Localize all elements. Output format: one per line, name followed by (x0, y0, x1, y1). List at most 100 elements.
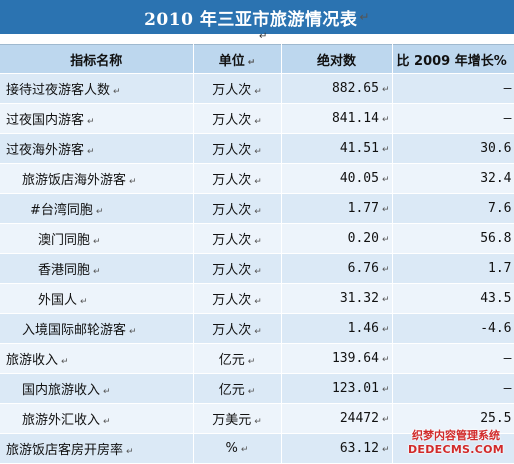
paragraph-mark-icon: ↵ (103, 387, 111, 397)
table-row: 旅游饭店海外游客 ↵ 万人次 ↵ 40.05 ↵ 32.4 (0, 163, 514, 194)
row-unit: 万人次 ↵ (193, 313, 282, 344)
row-indicator-name: 旅游饭店海外游客 ↵ (0, 163, 194, 194)
row-absolute-value: 0.20 ↵ (281, 223, 393, 254)
row-absolute-value: 63.12 ↵ (281, 433, 393, 464)
row-growth-value: — (392, 73, 514, 104)
paragraph-mark-icon: ↵ (254, 117, 262, 127)
header-indicator: 指标名称 (0, 44, 194, 74)
row-unit: 万人次 ↵ (193, 73, 282, 104)
paragraph-mark-icon: ↵ (259, 31, 268, 42)
row-indicator-name: 接待过夜游客人数 ↵ (0, 73, 194, 104)
paragraph-mark-icon: ↵ (126, 447, 134, 457)
row-unit: 万人次 ↵ (193, 283, 282, 314)
table-row: 接待过夜游客人数 ↵ 万人次 ↵ 882.65 ↵ — (0, 73, 514, 104)
paragraph-mark-icon: ↵ (129, 327, 137, 337)
row-unit: 万人次 ↵ (193, 133, 282, 164)
paragraph-mark-icon: ↵ (381, 85, 390, 95)
paragraph-mark-icon: ↵ (254, 297, 262, 307)
tourism-stats-table: 指标名称 单位 ↵ 绝对数 比 2009 年增长% 接待过夜游客人数 ↵ 万人次 ↵ 88… (0, 44, 514, 464)
row-indicator-name: 入境国际邮轮游客 ↵ (0, 313, 194, 344)
paragraph-mark-icon: ↵ (381, 415, 390, 425)
paragraph-mark-icon: ↵ (359, 10, 370, 24)
row-growth-value: 32.4 (392, 163, 514, 194)
row-growth-value: 7.6 (392, 193, 514, 224)
paragraph-mark-icon: ↵ (93, 237, 101, 247)
paragraph-mark-icon: ↵ (381, 145, 390, 155)
header-absolute: 绝对数 (281, 44, 393, 74)
row-unit: 万人次 ↵ (193, 253, 282, 284)
paragraph-mark-icon: ↵ (240, 445, 249, 455)
paragraph-mark-icon: ↵ (381, 445, 390, 455)
table-row: 过夜海外游客 ↵ 万人次 ↵ 41.51 ↵ 30.6 (0, 133, 514, 164)
row-growth-value: 1.7 (392, 253, 514, 284)
paragraph-mark-icon: ↵ (381, 235, 390, 245)
title-text: 2010 年三亚市旅游情况表 (144, 9, 358, 30)
table-body: 接待过夜游客人数 ↵ 万人次 ↵ 882.65 ↵ — 过夜国内游客 ↵ 万人次 ↵ 841.14 ↵ —… (0, 73, 514, 464)
row-absolute-value: 41.51 ↵ (281, 133, 393, 164)
row-indicator-name: 旅游饭店客房开房率 ↵ (0, 433, 194, 464)
header-row: 指标名称 单位 ↵ 绝对数 比 2009 年增长% (0, 44, 514, 74)
table-row: 旅游外汇收入 ↵ 万美元 ↵ 24472 ↵ 25.5 (0, 403, 514, 434)
paragraph-mark-icon: ↵ (95, 207, 104, 217)
paragraph-mark-icon: ↵ (129, 177, 137, 187)
paragraph-mark-icon: ↵ (247, 387, 256, 397)
header-unit: 单位 ↵ (193, 44, 282, 74)
watermark-line2: DEDECMS.COM (407, 443, 505, 456)
row-growth-value (392, 433, 514, 464)
paragraph-mark-icon: ↵ (247, 357, 256, 367)
paragraph-mark-icon: ↵ (381, 205, 390, 215)
paragraph-mark-icon: ↵ (103, 417, 111, 427)
paragraph-mark-icon: ↵ (254, 87, 262, 97)
row-absolute-value: 40.05 ↵ (281, 163, 393, 194)
paragraph-mark-icon: ↵ (381, 265, 390, 275)
paragraph-mark-icon: ↵ (80, 297, 88, 307)
paragraph-mark-icon: ↵ (381, 325, 390, 335)
row-unit: 万美元 ↵ (193, 403, 282, 434)
row-indicator-name: 香港同胞 ↵ (0, 253, 194, 284)
paragraph-mark-icon: ↵ (87, 117, 95, 127)
paragraph-mark-icon: ↵ (381, 385, 390, 395)
table-row: 过夜国内游客 ↵ 万人次 ↵ 841.14 ↵ — (0, 103, 514, 134)
paragraph-mark-icon: ↵ (254, 267, 262, 277)
row-unit: 万人次 ↵ (193, 103, 282, 134)
row-absolute-value: 841.14 ↵ (281, 103, 393, 134)
paragraph-mark-icon: ↵ (254, 237, 262, 247)
row-unit: 亿元 ↵ (193, 373, 282, 404)
table-row: 旅游饭店客房开房率 ↵% ↵ 63.12 ↵ (0, 433, 514, 464)
paragraph-mark-icon: ↵ (381, 115, 390, 125)
row-absolute-value: 882.65 ↵ (281, 73, 393, 104)
row-unit: 万人次 ↵ (193, 223, 282, 254)
paragraph-mark-icon: ↵ (381, 355, 390, 365)
paragraph-mark-icon: ↵ (254, 327, 262, 337)
header-growth: 比 2009 年增长% (392, 44, 514, 74)
paragraph-mark-icon: ↵ (254, 147, 262, 157)
paragraph-mark-icon: ↵ (254, 177, 262, 187)
paragraph-mark-icon: ↵ (93, 267, 101, 277)
row-indicator-name: 旅游外汇收入 ↵ (0, 403, 194, 434)
watermark-logo: 织梦内容管理系统 DEDECMS.COM (398, 428, 514, 464)
paragraph-mark-icon: ↵ (254, 207, 262, 217)
row-indicator-name: 国内旅游收入 ↵ (0, 373, 194, 404)
table-row: 入境国际邮轮游客 ↵ 万人次 ↵ 1.46 ↵ -4.6 (0, 313, 514, 344)
row-absolute-value: 24472 ↵ (281, 403, 393, 434)
row-indicator-name: #台湾同胞 ↵ (0, 193, 194, 224)
row-growth-value: 25.5 (392, 403, 514, 434)
paragraph-mark-icon: ↵ (61, 357, 69, 367)
row-indicator-name: 外国人 ↵ (0, 283, 194, 314)
table-row: #台湾同胞 ↵ 万人次 ↵ 1.77 ↵ 7.6 (0, 193, 514, 224)
row-growth-value: 56.8 (392, 223, 514, 254)
row-absolute-value: 123.01 ↵ (281, 373, 393, 404)
row-unit: 万人次 ↵ (193, 163, 282, 194)
paragraph-mark-icon: ↵ (254, 417, 262, 427)
row-growth-value: — (392, 103, 514, 134)
table-row: 旅游收入 ↵ 亿元 ↵ 139.64 ↵ — (0, 343, 514, 374)
table-row: 香港同胞 ↵ 万人次 ↵ 6.76 ↵ 1.7 (0, 253, 514, 284)
row-growth-value: -4.6 (392, 313, 514, 344)
row-indicator-name: 旅游收入 ↵ (0, 343, 194, 374)
watermark-line1: 织梦内容管理系统 (412, 429, 500, 442)
row-absolute-value: 1.46 ↵ (281, 313, 393, 344)
row-indicator-name: 过夜国内游客 ↵ (0, 103, 194, 134)
row-absolute-value: 139.64 ↵ (281, 343, 393, 374)
row-absolute-value: 1.77 ↵ (281, 193, 393, 224)
row-growth-value: — (392, 343, 514, 374)
